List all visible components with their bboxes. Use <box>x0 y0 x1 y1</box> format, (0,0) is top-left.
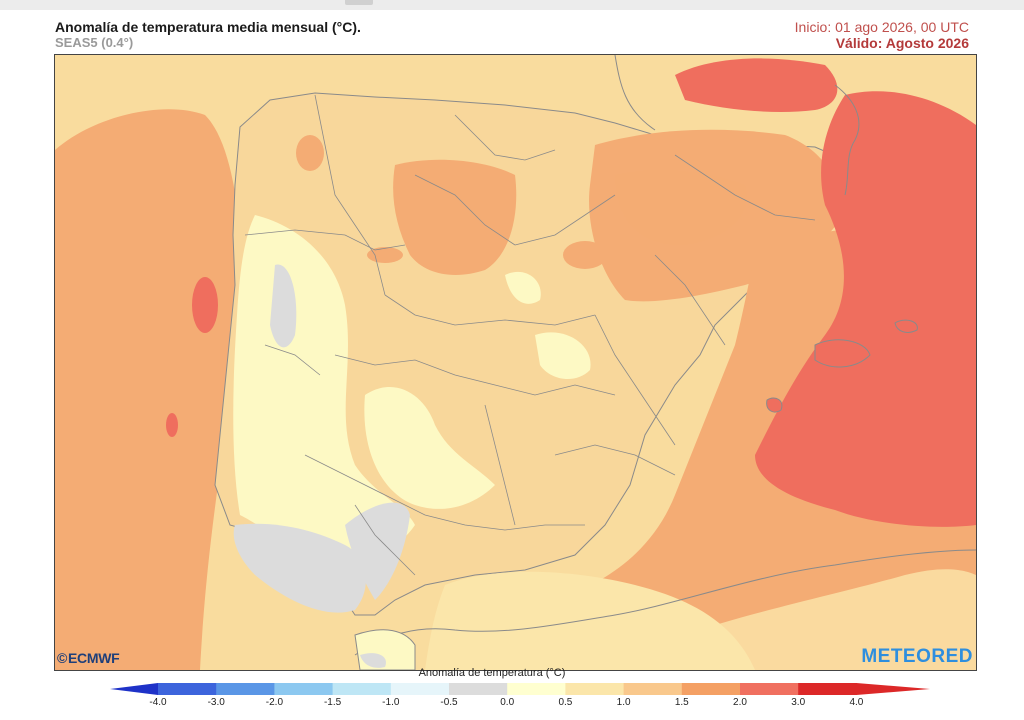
colorbar-tick-label: 0.0 <box>500 697 515 708</box>
colorbar-segment <box>740 683 799 695</box>
map-subtitle: SEAS5 (0.4°) <box>55 35 134 50</box>
atlantic-hotspot-small <box>166 413 178 437</box>
grey-zone-andalucia <box>233 523 366 613</box>
colorbar-arrow-right <box>856 683 930 695</box>
colorbar-segment <box>332 683 392 695</box>
map-svg <box>55 55 976 670</box>
central-cool-zone <box>364 386 495 509</box>
colorbar-segment <box>507 683 566 695</box>
colorbar-segment <box>390 683 450 695</box>
mallorca <box>814 339 871 368</box>
north-africa-zone <box>655 569 976 670</box>
colorbar-segment <box>798 683 857 695</box>
colorbar-tick-label: 2.0 <box>733 697 747 708</box>
colorbar-tick-label: -3.0 <box>207 697 225 708</box>
north-warm-zone <box>393 159 517 275</box>
ibiza <box>766 397 783 413</box>
init-date: Inicio: 01 ago 2026, 00 UTC <box>794 19 969 35</box>
grey-zone-cadiz <box>345 502 410 600</box>
colorbar-segment <box>158 683 217 695</box>
colorbar-tick-label: 1.0 <box>616 697 631 708</box>
colorbar-tick-label: -1.0 <box>382 697 400 708</box>
meteored-logo: METEORED <box>861 646 973 667</box>
colorbar-tick-label: 0.5 <box>558 697 573 708</box>
browser-top-bar <box>0 0 1024 10</box>
colorbar-segment <box>565 683 625 695</box>
top-tab <box>345 0 373 5</box>
madrid-warm-zone <box>563 241 607 269</box>
colorbar-tick-label: 4.0 <box>849 697 864 708</box>
coastlines <box>354 55 976 656</box>
ecmwf-logo: ©ECMWF <box>57 650 120 666</box>
colorbar-tick-label: -0.5 <box>440 697 458 708</box>
colorbar-title: Anomalía de temperatura (°C) <box>418 667 566 679</box>
galicia-warm-zone <box>296 135 324 171</box>
menorca <box>894 319 918 333</box>
grey-zone-morocco <box>360 653 386 668</box>
map-title: Anomalía de temperatura media mensual (°… <box>55 19 361 35</box>
ecmwf-logo-icon: © <box>57 650 68 666</box>
atlantic-anomaly-zone <box>55 109 244 670</box>
colorbar-segment <box>681 683 741 695</box>
valid-date: Válido: Agosto 2026 <box>835 35 969 51</box>
pyrenees-warm-zone <box>615 169 747 246</box>
colorbar-segment <box>449 683 508 695</box>
colorbar-arrow-left <box>110 683 158 695</box>
western-mediterranean-hot-zone <box>755 91 976 527</box>
colorbar-segment <box>274 683 334 695</box>
colorbar-tick-label: 1.5 <box>674 697 689 708</box>
colorbar <box>110 683 930 695</box>
anomaly-map <box>54 54 977 671</box>
atlantic-hotspot <box>192 277 218 333</box>
colorbar-tick-label: -2.0 <box>265 697 284 708</box>
colorbar-tick-label: -4.0 <box>149 697 167 708</box>
colorbar-segments <box>110 683 930 695</box>
grey-zone-portugal <box>270 264 297 348</box>
colorbar-segment <box>623 683 683 695</box>
colorbar-segment <box>216 683 275 695</box>
regional-borders <box>244 94 816 576</box>
france-hot-zone <box>675 58 838 112</box>
small-warm-zone <box>367 247 403 263</box>
meseta-cool-zone <box>535 332 591 380</box>
ecmwf-logo-text: ECMWF <box>68 650 120 666</box>
colorbar-tick-label: -1.5 <box>323 697 342 708</box>
small-cool-zone <box>505 271 541 304</box>
colorbar-tick-label: 3.0 <box>791 697 806 708</box>
